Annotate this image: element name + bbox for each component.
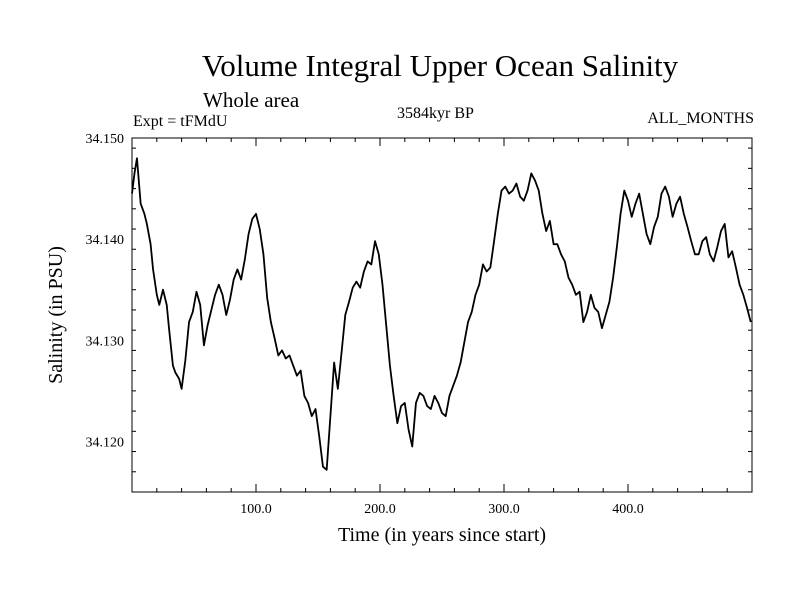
y-tick-label: 34.130 xyxy=(86,334,125,349)
y-tick-label: 34.140 xyxy=(86,233,125,248)
chart-title: Volume Integral Upper Ocean Salinity xyxy=(201,48,679,83)
x-tick-label: 100.0 xyxy=(240,502,272,517)
y-tick-label: 34.120 xyxy=(86,435,125,450)
x-axis: 100.0 200.0 300.0 400.0 xyxy=(156,138,728,517)
y-axis-label: Salinity (in PSU) xyxy=(45,246,67,384)
x-tick-label: 400.0 xyxy=(612,502,644,517)
salinity-series-line xyxy=(131,157,752,471)
months-label: ALL_MONTHS xyxy=(647,110,754,127)
plot-frame xyxy=(131,137,753,493)
x-axis-label: Time (in years since start) xyxy=(338,524,546,546)
y-tick-label: 34.150 xyxy=(86,132,125,147)
y-axis: 34.120 34.130 34.140 34.150 xyxy=(86,132,752,493)
x-tick-label: 200.0 xyxy=(364,502,396,517)
period-label: 3584kyr BP xyxy=(397,105,474,122)
x-tick-label: 300.0 xyxy=(488,502,520,517)
experiment-label: Expt = tFMdU xyxy=(133,113,228,130)
chart-subtitle: Whole area xyxy=(203,88,300,112)
